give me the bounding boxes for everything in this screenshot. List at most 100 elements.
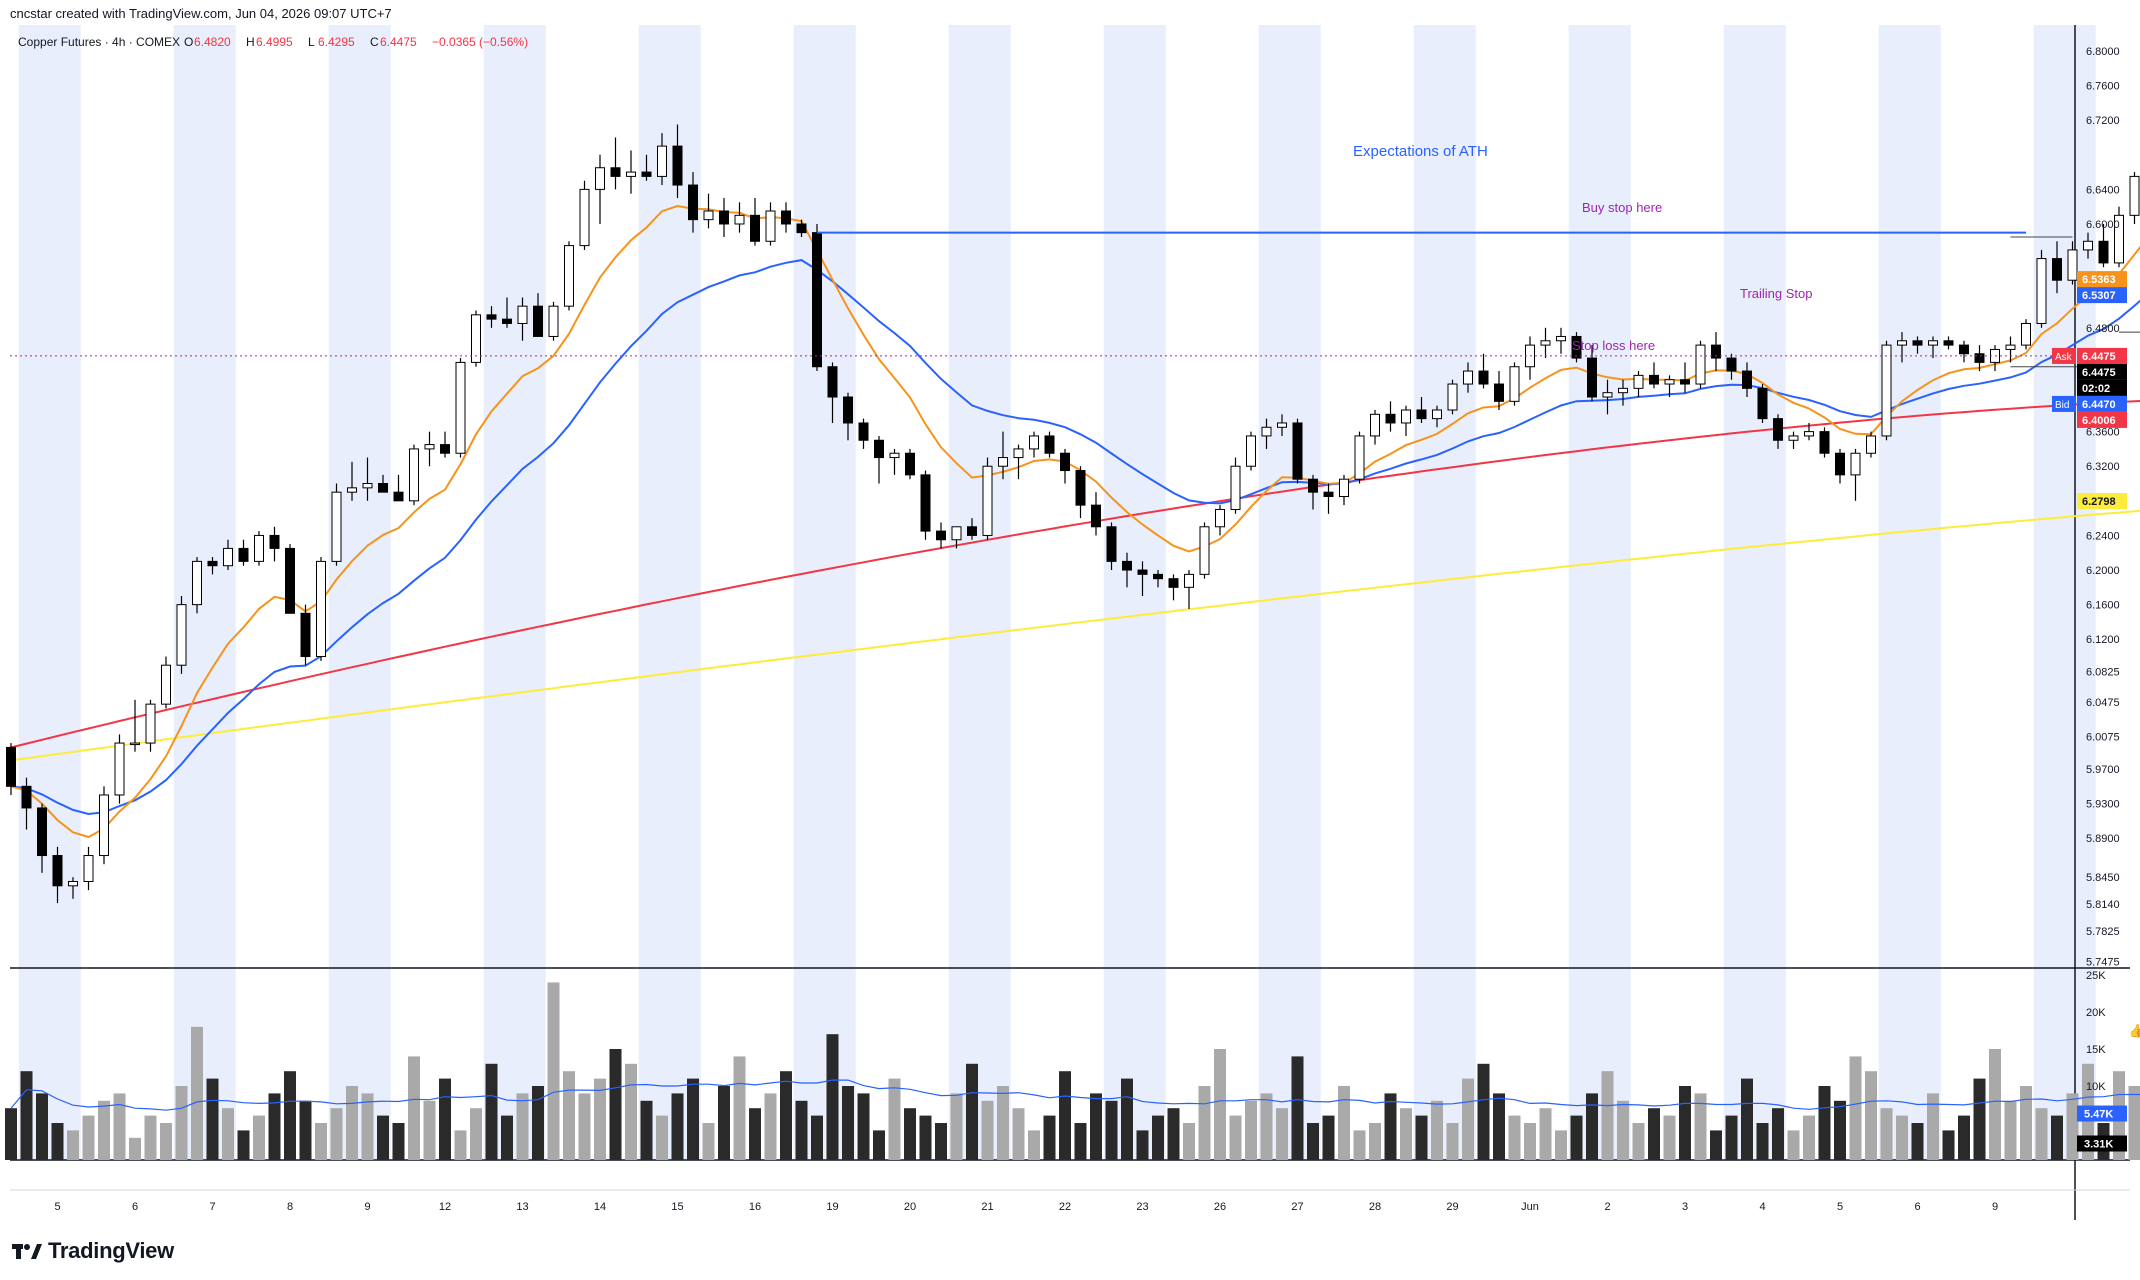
candle-body[interactable] [750,214,760,242]
candle-body[interactable] [533,305,543,337]
candle-body[interactable] [83,855,94,882]
candle-body[interactable] [1075,470,1086,506]
candle-body[interactable] [610,167,621,177]
candle-body[interactable] [2098,240,2109,264]
candle-body[interactable] [1261,426,1272,437]
candle-body[interactable] [657,145,667,177]
candle-body[interactable] [1432,409,1442,420]
candle-body[interactable] [2067,249,2078,281]
candle-body[interactable] [424,444,435,450]
candle-body[interactable] [37,807,47,857]
candle-body[interactable] [1153,573,1163,580]
candle-body[interactable] [6,746,16,787]
candle-body[interactable] [269,534,280,549]
candle-body[interactable] [1401,409,1411,424]
candle-body[interactable] [1013,448,1024,459]
candle-body[interactable] [1091,504,1101,528]
candle-body[interactable] [626,171,636,177]
candle-body[interactable] [409,448,419,502]
candle-body[interactable] [1199,526,1210,575]
candle-body[interactable] [1323,491,1334,498]
candle-body[interactable] [1850,452,1861,476]
candle-body[interactable] [1587,357,1597,398]
candle-body[interactable] [207,560,218,567]
candle-body[interactable] [951,526,962,541]
candle-body[interactable] [1246,435,1256,467]
candle-body[interactable] [1571,335,1582,359]
candle-body[interactable] [1757,387,1768,420]
candle-body[interactable] [300,612,311,658]
candle-body[interactable] [2052,258,2062,281]
candle-body[interactable] [1230,465,1241,510]
candle-body[interactable] [734,214,745,225]
candle-body[interactable] [1881,344,1892,437]
candle-body[interactable] [1540,340,1551,346]
candle-body[interactable] [393,491,404,502]
candle-body[interactable] [889,452,900,459]
candle-body[interactable] [1959,344,1969,355]
candle-body[interactable] [920,474,931,532]
candle-body[interactable] [517,305,528,324]
candle-body[interactable] [502,318,512,324]
candle-body[interactable] [1044,435,1055,454]
candle-body[interactable] [378,483,388,493]
candle-body[interactable] [145,703,156,744]
candle-body[interactable] [1168,578,1179,588]
candle-body[interactable] [1277,422,1287,428]
candle-body[interactable] [1974,353,1985,363]
candle-body[interactable] [1494,383,1504,402]
candle-body[interactable] [1897,340,1907,346]
candle-body[interactable] [1184,573,1194,588]
candle-body[interactable] [1835,452,1845,476]
candle-body[interactable] [455,361,466,454]
candle-body[interactable] [1819,431,1830,454]
candle-body[interactable] [1308,478,1318,493]
candle-body[interactable] [2129,175,2140,216]
candle-body[interactable] [1029,435,1039,450]
candle-body[interactable] [688,184,698,221]
candle-body[interactable] [1385,413,1396,424]
candle-body[interactable] [905,452,915,476]
candle-body[interactable] [362,483,373,489]
candle-body[interactable] [672,145,683,186]
candle-body[interactable] [99,794,109,857]
candle-body[interactable] [1928,340,1938,346]
candle-body[interactable] [858,422,869,441]
candle-body[interactable] [1742,370,1752,389]
candle-body[interactable] [2036,258,2047,324]
candle-body[interactable] [21,785,32,809]
candle-body[interactable] [781,210,791,225]
candle-body[interactable] [130,742,140,746]
candle-body[interactable] [874,439,884,459]
candle-body[interactable] [316,560,326,658]
candle-body[interactable] [1943,340,1954,346]
candle-body[interactable] [161,664,171,705]
candle-body[interactable] [1618,387,1628,394]
candle-body[interactable] [2114,214,2124,264]
candle-body[interactable] [579,188,590,247]
candle-body[interactable] [347,487,357,493]
candle-body[interactable] [176,604,187,666]
candle-body[interactable] [1633,374,1644,389]
candle-body[interactable] [486,314,497,320]
candle-body[interactable] [936,530,946,541]
candle-body[interactable] [564,245,574,307]
candle-body[interactable] [703,210,714,221]
candle-body[interactable] [812,232,822,368]
candle-body[interactable] [1912,340,1923,346]
candle-body[interactable] [1292,422,1303,480]
candle-body[interactable] [1370,413,1380,437]
candle-body[interactable] [1447,383,1458,411]
candle-body[interactable] [68,880,78,887]
tradingview-logo[interactable]: TradingView [12,1238,174,1264]
candle-body[interactable] [440,444,450,454]
candle-body[interactable] [1664,379,1675,385]
candle-body[interactable] [2083,240,2093,251]
candle-body[interactable] [1137,569,1148,575]
candle-body[interactable] [827,366,838,398]
candle-body[interactable] [843,396,853,424]
candle-body[interactable] [1773,418,1783,441]
candle-body[interactable] [223,547,233,567]
candle-body[interactable] [765,210,776,242]
